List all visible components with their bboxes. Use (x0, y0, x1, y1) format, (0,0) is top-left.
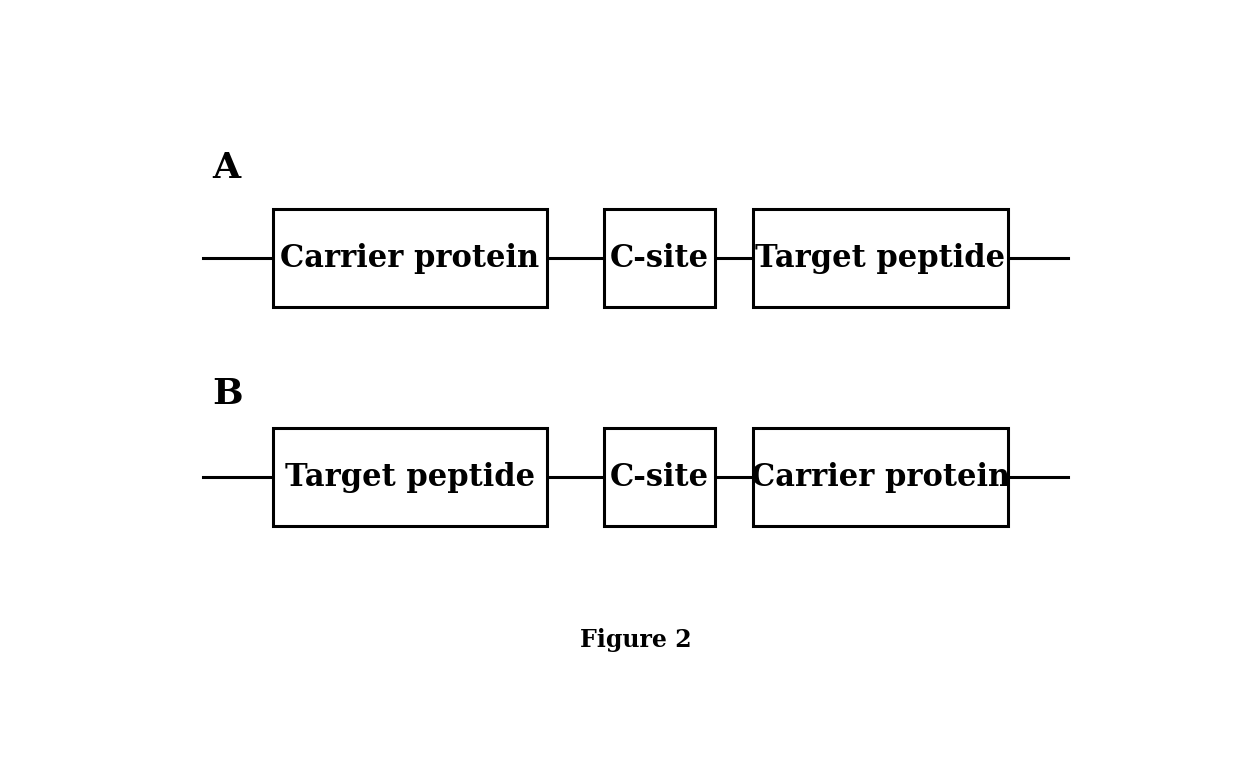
Text: Target peptide: Target peptide (755, 242, 1006, 274)
Text: Figure 2: Figure 2 (579, 628, 692, 652)
FancyBboxPatch shape (273, 428, 547, 526)
Text: Carrier protein: Carrier protein (751, 461, 1011, 493)
FancyBboxPatch shape (753, 209, 1008, 307)
Text: A: A (213, 151, 241, 185)
FancyBboxPatch shape (604, 428, 714, 526)
Text: C-site: C-site (610, 461, 709, 493)
FancyBboxPatch shape (604, 209, 714, 307)
Text: C-site: C-site (610, 242, 709, 274)
Text: Carrier protein: Carrier protein (280, 242, 539, 274)
Text: Target peptide: Target peptide (285, 461, 534, 493)
FancyBboxPatch shape (273, 209, 547, 307)
Text: B: B (213, 377, 243, 411)
FancyBboxPatch shape (753, 428, 1008, 526)
